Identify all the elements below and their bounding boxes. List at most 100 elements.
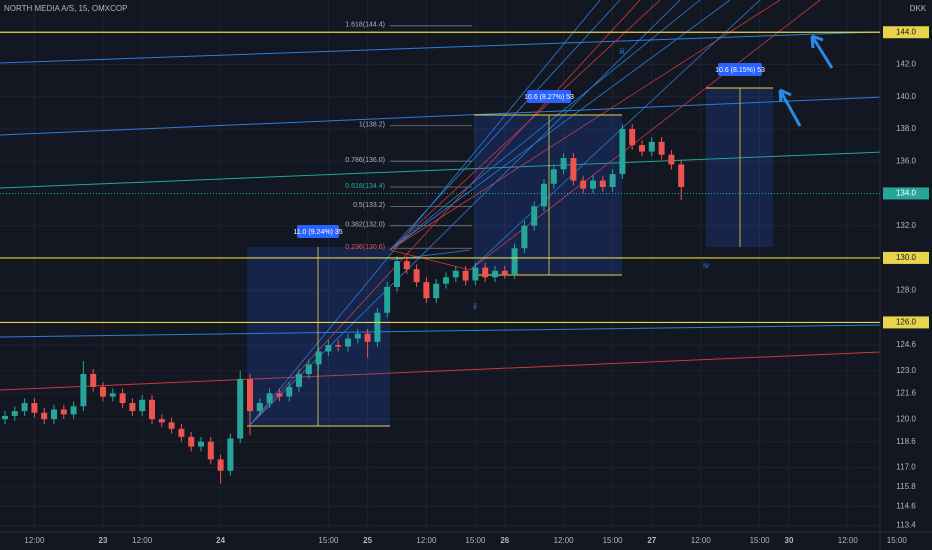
candle-body	[668, 154, 675, 165]
candle-body	[266, 393, 273, 404]
candle-body	[207, 441, 214, 460]
y-tick-label: 136.0	[896, 156, 917, 165]
y-tick-label: 115.8	[896, 482, 916, 491]
candle-body	[139, 399, 146, 412]
candle-body	[51, 409, 57, 420]
fan-line	[389, 0, 731, 251]
fan-line	[249, 0, 681, 426]
fan-line	[389, 0, 701, 251]
candle-body	[227, 438, 234, 471]
candle-body	[599, 180, 606, 188]
fan-line	[249, 0, 641, 426]
fan-line	[389, 249, 471, 271]
candle-body	[541, 183, 547, 207]
candle-body	[41, 412, 48, 420]
x-tick-label: 12:00	[132, 536, 153, 545]
y-tick-label: 113.4	[896, 521, 916, 530]
x-tick-label: 26	[500, 536, 509, 545]
candle-body	[590, 180, 596, 189]
candle-body	[531, 206, 538, 226]
candle-body	[129, 403, 136, 412]
price-tag	[883, 251, 929, 264]
fan-line	[469, 0, 821, 271]
x-tick-label: 15:00	[603, 536, 624, 545]
candle-body	[11, 411, 18, 416]
candle-body	[374, 312, 381, 342]
currency: DKK	[910, 4, 927, 13]
trend-line	[0, 324, 881, 338]
candle-body	[90, 374, 97, 387]
y-tick-label: 140.0	[896, 92, 917, 101]
candle-body	[188, 436, 195, 447]
candle-body	[678, 164, 685, 188]
candle-body	[276, 393, 283, 397]
candle-body	[198, 441, 204, 447]
candle-body	[403, 261, 410, 270]
candle-body	[345, 338, 351, 347]
candle-body	[452, 270, 459, 278]
measure-box	[706, 88, 773, 247]
fib-label: 0.618(134.4)	[345, 183, 385, 190]
candle-body	[178, 428, 185, 437]
y-tick-label: 123.0	[896, 366, 917, 375]
candles	[2, 124, 685, 484]
x-tick-label: 23	[99, 536, 108, 545]
last-price-tag	[883, 187, 929, 200]
y-tick-label: 132.0	[896, 221, 917, 230]
candle-body	[158, 419, 165, 423]
candle-body	[521, 225, 528, 249]
candle-body	[286, 386, 293, 397]
fib-label: 0.236(130.6)	[345, 244, 385, 251]
y-tick-label: 114.6	[896, 501, 916, 510]
x-tick-label: 15:00	[887, 536, 908, 545]
measure-pill	[718, 63, 762, 76]
candle-body	[217, 459, 224, 471]
x-tick-label: 12:00	[554, 536, 575, 545]
y-tick-label: 124.6	[896, 340, 917, 349]
candle-body	[305, 364, 312, 375]
candle-body	[501, 270, 508, 275]
candle-body	[580, 180, 587, 189]
wave-label: iv	[703, 261, 709, 270]
candle-body	[354, 333, 361, 339]
candle-body	[119, 393, 126, 404]
measure-pill	[297, 225, 339, 238]
measure-pill	[527, 90, 571, 103]
price-tag	[883, 26, 929, 39]
last-price-label: 134.0	[896, 189, 917, 198]
candle-body	[237, 378, 244, 439]
candle-body	[472, 267, 479, 281]
candle-body	[384, 286, 391, 313]
candle-body	[550, 169, 557, 184]
price-axis	[880, 0, 932, 550]
candle-body	[443, 277, 449, 284]
candle-body	[247, 378, 253, 412]
candle-body	[21, 403, 28, 412]
candle-body	[100, 386, 106, 397]
x-tick-label: 15:00	[465, 536, 486, 545]
fib-label: 0.5(133.2)	[353, 202, 385, 209]
measure-label: 10.6 (8.27%) 53	[524, 94, 574, 101]
measure-label: 11.0 (9.24%) 35	[293, 229, 342, 236]
candle-body	[394, 261, 400, 287]
candle-body	[109, 393, 116, 397]
wave-label: iii	[619, 47, 625, 56]
candle-body	[149, 399, 155, 420]
y-tick-label: 142.0	[896, 60, 917, 69]
candle-body	[492, 270, 498, 278]
candle-body	[315, 351, 322, 365]
price-tag	[883, 316, 929, 329]
candle-body	[60, 409, 67, 415]
candle-body	[629, 128, 636, 146]
candle-body	[296, 374, 302, 387]
fan-line	[469, 0, 761, 271]
candle-body	[609, 174, 616, 188]
x-tick-label: 15:00	[750, 536, 771, 545]
candle-body	[413, 269, 420, 283]
candle-body	[423, 282, 430, 299]
price-tag-label: 144.0	[896, 27, 917, 36]
x-tick-label: 25	[363, 536, 372, 545]
candle-body	[462, 270, 469, 281]
price-tag-label: 130.0	[896, 253, 917, 262]
